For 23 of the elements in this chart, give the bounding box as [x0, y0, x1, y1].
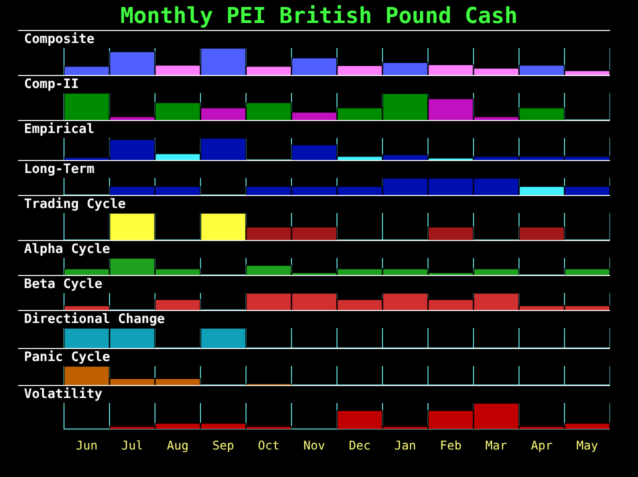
chart-subtitle: Panic Cycle: [24, 350, 110, 365]
x-tick-label: Aug: [166, 438, 189, 452]
chart-subtitle: Alpha Cycle: [24, 242, 110, 257]
x-tick-label: Jan: [394, 438, 416, 452]
chart-subtitle: Long-Term: [24, 162, 95, 177]
chart-subtitle: Beta Cycle: [24, 276, 102, 292]
chart-subtitle: Trading Cycle: [24, 196, 126, 212]
chart-subtitle: Volatility: [24, 386, 102, 402]
x-tick-label: Apr: [530, 438, 553, 452]
x-tick-label: Oct: [258, 438, 280, 452]
x-tick-label: Nov: [303, 438, 326, 452]
chart-title: Monthly PEI British Pound Cash: [119, 4, 519, 29]
chart-subtitle: Directional Change: [24, 312, 166, 327]
chart-subtitle: Comp-II: [24, 76, 79, 92]
x-tick-label: Sep: [212, 438, 234, 452]
x-tick-label: Feb: [440, 438, 462, 452]
chart-subtitle: Empirical: [24, 122, 94, 137]
chart-subtitle: Composite: [24, 32, 95, 47]
x-tick-label: Jul: [121, 438, 144, 452]
x-tick-label: Jun: [76, 438, 98, 452]
x-tick-label: Dec: [348, 438, 371, 452]
x-tick-label: May: [576, 438, 598, 452]
x-tick-label: Mar: [485, 438, 508, 452]
